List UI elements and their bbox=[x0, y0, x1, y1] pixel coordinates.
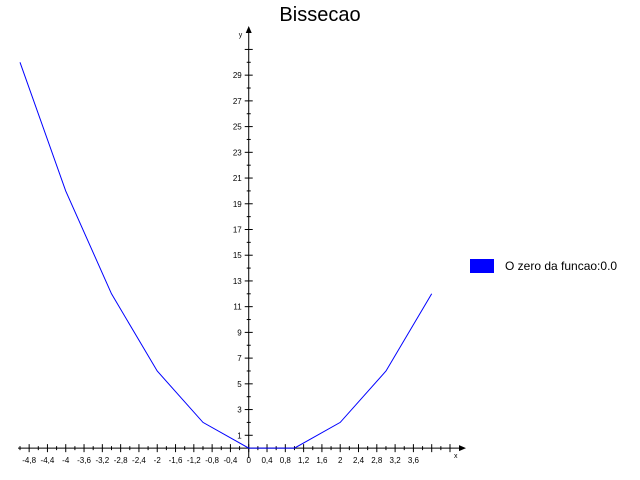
y-tick-label: 9 bbox=[237, 328, 242, 337]
y-tick-label: 19 bbox=[233, 200, 242, 209]
y-tick-label: 17 bbox=[233, 225, 242, 234]
x-ticks: -4,8 -4,4 -4 -3,6 -3,2 -2,8 -2,4 -2 -1,6 -1,2 -0,8… bbox=[19, 444, 451, 465]
y-tick-label: 7 bbox=[237, 354, 242, 363]
x-tick-label: -0,4 bbox=[224, 456, 238, 465]
y-tick-label: 13 bbox=[233, 277, 242, 286]
x-axis-label: x bbox=[454, 453, 458, 460]
x-tick-label: -4 bbox=[62, 456, 70, 465]
x-tick-label: -1,2 bbox=[187, 456, 201, 465]
y-tick-label: 15 bbox=[233, 251, 242, 260]
chart-title: Bissecao bbox=[279, 4, 361, 26]
y-tick-label: 23 bbox=[233, 148, 242, 157]
y-tick-label: 27 bbox=[233, 97, 242, 106]
x-tick-label: -1,6 bbox=[169, 456, 183, 465]
x-tick-label: 3,2 bbox=[390, 456, 402, 465]
x-tick-label: -3,2 bbox=[95, 456, 109, 465]
legend-label: O zero da funcao:0.0 bbox=[505, 259, 618, 273]
x-tick-label: 0,4 bbox=[261, 456, 273, 465]
legend-swatch bbox=[470, 259, 494, 273]
x-axis-arrow bbox=[459, 445, 466, 452]
axes: xy bbox=[18, 26, 466, 460]
y-tick-label: 11 bbox=[233, 303, 242, 312]
series-layer bbox=[19, 62, 433, 449]
x-tick-label: 0 bbox=[246, 456, 251, 465]
x-tick-label: -2 bbox=[154, 456, 162, 465]
y-axis-label: y bbox=[239, 32, 243, 39]
y-tick-label: 21 bbox=[233, 174, 242, 183]
series-line bbox=[19, 62, 433, 449]
x-tick-label: 2,8 bbox=[371, 456, 383, 465]
legend: O zero da funcao:0.0 bbox=[470, 258, 617, 274]
y-tick-label: 5 bbox=[237, 380, 242, 389]
y-tick-label: 29 bbox=[233, 71, 242, 80]
x-tick-label: -4,8 bbox=[22, 456, 36, 465]
x-tick-label: -2,8 bbox=[114, 456, 128, 465]
x-tick-label: 2 bbox=[338, 456, 343, 465]
x-tick-label: 1,2 bbox=[298, 456, 310, 465]
x-tick-label: -3,6 bbox=[77, 456, 91, 465]
x-tick-label: -4,4 bbox=[41, 456, 55, 465]
x-tick-label: -0,8 bbox=[205, 456, 219, 465]
y-tick-label: 1 bbox=[237, 431, 242, 440]
x-tick-label: 0,8 bbox=[280, 456, 292, 465]
y-tick-label: 3 bbox=[237, 406, 242, 415]
x-tick-label: 3,6 bbox=[408, 456, 420, 465]
y-tick-label: 25 bbox=[233, 123, 242, 132]
x-tick-label: 1,6 bbox=[316, 456, 328, 465]
y-axis-arrow bbox=[245, 26, 252, 33]
x-tick-label: 2,4 bbox=[353, 456, 365, 465]
x-tick-label: -2,4 bbox=[132, 456, 146, 465]
